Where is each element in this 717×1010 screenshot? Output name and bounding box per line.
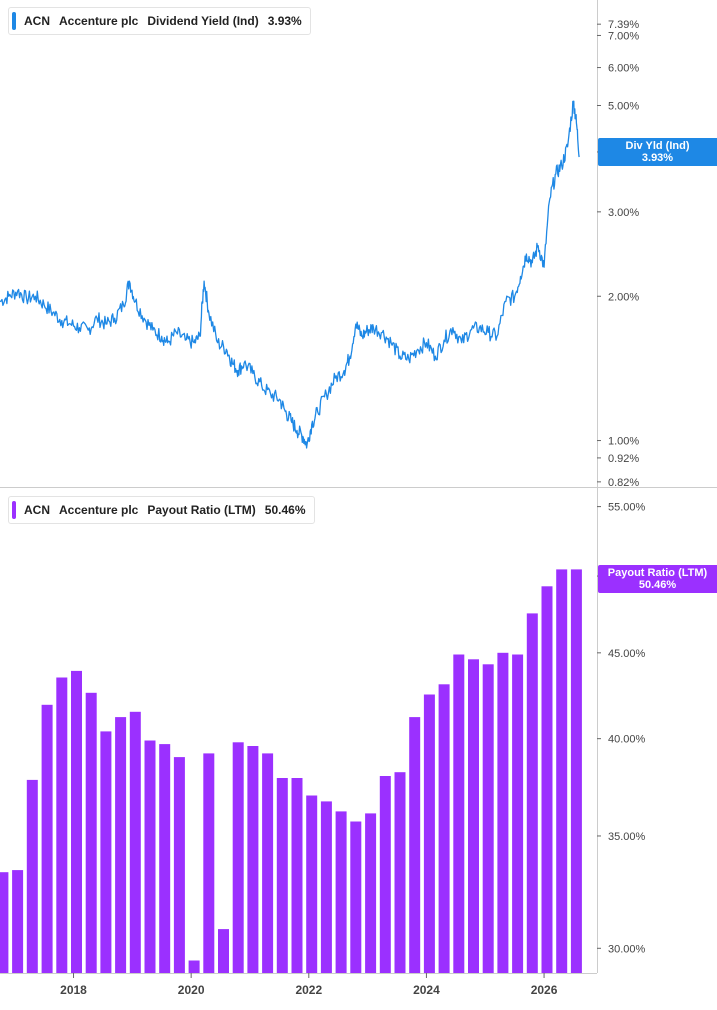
top-legend-ticker: ACN — [24, 14, 50, 28]
bottom-legend-swatch — [12, 501, 16, 519]
bottom-flag-label: Payout Ratio (LTM) — [607, 567, 708, 579]
top-y-tick-label: 3.00% — [608, 207, 639, 219]
top-y-tick-label: 7.39% — [608, 19, 639, 31]
top-flag-label: Div Yld (Ind) — [625, 140, 690, 152]
payout-ratio-bar — [482, 664, 494, 973]
x-tick-label: 2022 — [295, 983, 322, 997]
top-legend-value: 3.93% — [267, 14, 302, 28]
payout-ratio-bar — [570, 569, 582, 973]
bottom-y-tick-label: 45.00% — [608, 648, 646, 660]
bottom-legend-company: Accenture plc — [59, 503, 139, 517]
payout-ratio-bar — [85, 692, 97, 973]
top-y-tick-label: 0.82% — [608, 477, 639, 489]
payout-ratio-bar — [453, 654, 465, 973]
payout-ratio-bar — [12, 870, 24, 973]
payout-ratio-bar — [41, 704, 53, 973]
payout-ratio-bar — [56, 677, 68, 973]
bottom-legend-value: 50.46% — [264, 503, 306, 517]
payout-ratio-bar — [394, 772, 406, 973]
payout-ratio-bar — [115, 717, 127, 973]
top-legend-company: Accenture plc — [59, 14, 139, 28]
top-legend-metric: Dividend Yield (Ind) — [147, 14, 259, 28]
payout-ratio-bar — [468, 659, 479, 973]
top-y-tick-label: 6.00% — [608, 63, 639, 75]
top-legend[interactable]: ACN Accenture plc Dividend Yield (Ind) 3… — [8, 7, 311, 35]
top-y-tick-label: 0.92% — [608, 453, 639, 465]
top-y-tick-label: 2.00% — [608, 291, 639, 303]
payout-ratio-bar — [276, 778, 288, 973]
x-tick-label: 2024 — [413, 983, 440, 997]
bottom-legend[interactable]: ACN Accenture plc Payout Ratio (LTM) 50.… — [8, 496, 315, 524]
top-pane — [0, 100, 580, 449]
top-flag-value: 3.93% — [641, 152, 674, 164]
payout-ratio-bar — [365, 813, 377, 973]
top-y-tick-label: 7.00% — [608, 30, 639, 42]
x-tick-label: 2018 — [60, 983, 87, 997]
top-value-flag: Div Yld (Ind) 3.93% — [598, 138, 717, 166]
payout-ratio-bar — [262, 753, 274, 973]
payout-ratio-bar — [129, 711, 141, 973]
bottom-pane — [0, 569, 582, 973]
dividend-yield-line — [0, 100, 580, 449]
payout-ratio-bar — [526, 613, 538, 973]
payout-ratio-bar — [203, 753, 215, 973]
payout-ratio-bar — [188, 960, 200, 973]
top-y-tick-label: 5.00% — [608, 101, 639, 113]
payout-ratio-bar — [100, 731, 112, 973]
payout-ratio-bar — [247, 746, 259, 973]
payout-ratio-bar — [0, 872, 9, 973]
payout-ratio-bar — [232, 742, 244, 973]
top-y-tick-label: 1.00% — [608, 436, 639, 448]
payout-ratio-bar — [423, 694, 435, 973]
bottom-legend-ticker: ACN — [24, 503, 50, 517]
payout-ratio-bar — [350, 821, 362, 973]
bottom-flag-value: 50.46% — [638, 579, 677, 591]
payout-ratio-bar — [71, 670, 82, 973]
payout-ratio-bar — [438, 684, 450, 973]
payout-ratio-bar — [218, 929, 229, 973]
bottom-y-tick-label: 30.00% — [608, 943, 646, 955]
bottom-y-tick-label: 35.00% — [608, 831, 646, 843]
payout-ratio-bar — [173, 757, 185, 973]
payout-ratio-bar — [512, 654, 524, 973]
bottom-value-flag: Payout Ratio (LTM) 50.46% — [598, 565, 717, 593]
payout-ratio-bar — [26, 779, 38, 973]
bottom-y-tick-label: 40.00% — [608, 734, 646, 746]
payout-ratio-bar — [379, 776, 391, 973]
x-tick-label: 2026 — [531, 983, 558, 997]
top-legend-swatch — [12, 12, 16, 30]
x-tick-label: 2020 — [178, 983, 205, 997]
payout-ratio-bar — [556, 569, 568, 973]
payout-ratio-bar — [409, 717, 421, 973]
payout-ratio-bar — [541, 586, 553, 973]
payout-ratio-bar — [159, 744, 171, 973]
payout-ratio-bar — [144, 740, 156, 973]
bottom-legend-metric: Payout Ratio (LTM) — [147, 503, 256, 517]
payout-ratio-bar — [320, 801, 332, 973]
payout-ratio-bar — [335, 811, 347, 973]
payout-ratio-bar — [497, 652, 509, 973]
payout-ratio-bar — [306, 795, 318, 973]
bottom-y-tick-label: 55.00% — [608, 502, 646, 514]
payout-ratio-bar — [291, 778, 303, 973]
